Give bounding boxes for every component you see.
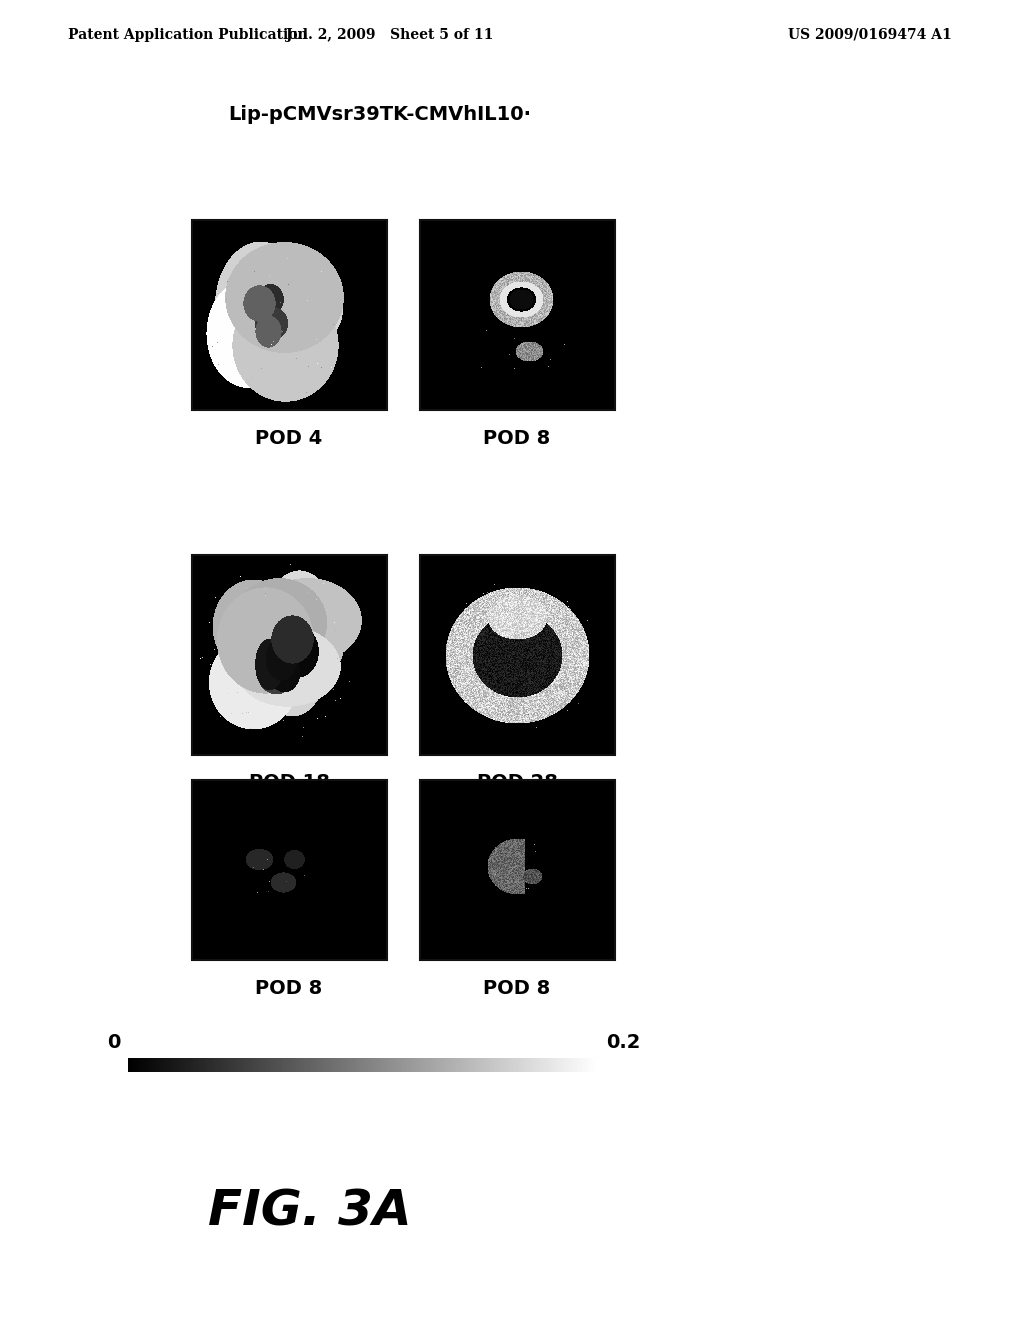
Text: 0.2: 0.2	[606, 1034, 640, 1052]
Text: POD 18: POD 18	[249, 774, 330, 792]
Bar	[420, 554, 615, 755]
Text: Jul. 2, 2009   Sheet 5 of 11: Jul. 2, 2009 Sheet 5 of 11	[287, 28, 494, 42]
Bar	[420, 220, 615, 411]
Text: POD 8: POD 8	[255, 978, 323, 998]
Text: "Empty" Lip: "Empty" Lip	[229, 733, 349, 750]
Text: pCMVhIL-10: pCMVhIL-10	[457, 733, 578, 750]
Bar	[193, 220, 387, 411]
Bar	[420, 554, 615, 755]
Text: POD 8: POD 8	[483, 429, 551, 447]
Text: Patent Application Publication: Patent Application Publication	[68, 28, 307, 42]
Bar	[193, 780, 387, 960]
Bar	[193, 554, 387, 755]
Bar	[420, 780, 615, 960]
Bar	[420, 220, 615, 411]
Bar	[193, 554, 387, 755]
Bar	[420, 780, 615, 960]
Text: POD 28: POD 28	[476, 774, 557, 792]
Bar	[193, 780, 387, 960]
Text: 0: 0	[106, 1034, 120, 1052]
Text: POD 8: POD 8	[483, 978, 551, 998]
Text: POD 4: POD 4	[255, 429, 323, 447]
Text: US 2009/0169474 A1: US 2009/0169474 A1	[788, 28, 952, 42]
Text: FIG. 3A: FIG. 3A	[208, 1188, 412, 1236]
Text: Lip-pCMVsr39TK-CMVhIL10·: Lip-pCMVsr39TK-CMVhIL10·	[228, 106, 531, 124]
Bar	[193, 220, 387, 411]
